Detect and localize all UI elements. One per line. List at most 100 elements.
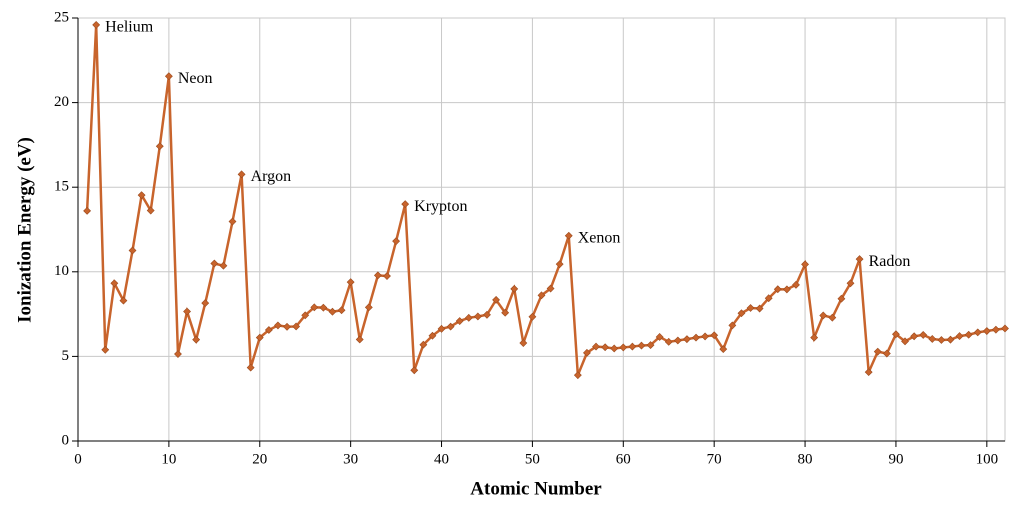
data-point [601, 343, 610, 352]
data-point [83, 206, 92, 215]
x-tick-label: 90 [888, 451, 903, 467]
data-point [592, 342, 600, 351]
data-point [964, 330, 973, 339]
data-line [85, 24, 1006, 376]
y-tick-label: 0 [62, 432, 70, 448]
data-point [383, 272, 391, 280]
data-point [810, 333, 819, 342]
data-point [483, 310, 491, 319]
data-point [292, 322, 301, 331]
data-point [583, 348, 591, 357]
data-point [310, 303, 319, 312]
data-point [255, 333, 264, 342]
data-point [673, 336, 682, 345]
data-point [764, 294, 773, 303]
data-point [564, 231, 573, 240]
data-point [455, 317, 464, 325]
x-tick-label: 10 [161, 451, 176, 467]
data-point [274, 321, 282, 330]
data-point [864, 368, 873, 377]
data-point [146, 206, 155, 215]
data-point [137, 191, 146, 200]
data-point [892, 330, 900, 339]
y-tick-label: 15 [54, 179, 69, 195]
data-point [828, 313, 837, 322]
data-point [164, 72, 173, 81]
y-tick-label: 5 [62, 348, 70, 364]
plot-area [77, 17, 1006, 442]
data-point [855, 255, 864, 264]
data-point [337, 306, 346, 315]
data-point [637, 341, 646, 350]
data-point [319, 303, 328, 312]
data-point [519, 339, 528, 347]
data-point [510, 284, 519, 293]
x-tick-label: 100 [976, 451, 999, 467]
data-point [437, 324, 446, 333]
data-point [392, 237, 401, 246]
data-point [464, 313, 473, 322]
data-point [92, 21, 101, 29]
data-point [110, 279, 119, 288]
x-tick-label: 80 [798, 451, 813, 467]
data-point [237, 170, 246, 179]
data-point [646, 341, 655, 349]
data-point [837, 294, 846, 303]
data-point [246, 363, 255, 372]
data-point [937, 336, 946, 344]
data-point [737, 309, 746, 318]
data-point [701, 332, 710, 341]
data-point [355, 335, 364, 344]
x-tick-label: 40 [434, 451, 449, 467]
annotation: Argon [251, 168, 292, 185]
y-tick-label: 20 [54, 94, 69, 110]
data-point [201, 299, 210, 308]
data-point [655, 333, 664, 341]
data-point [119, 296, 128, 305]
data-point [610, 344, 619, 353]
x-tick-label: 20 [252, 451, 267, 467]
data-point [555, 260, 564, 269]
x-tick-label: 60 [616, 451, 631, 467]
data-point [155, 142, 164, 151]
data-point [419, 340, 428, 349]
y-axis-label: Ionization Energy (eV) [14, 137, 35, 323]
annotation: Neon [178, 70, 213, 87]
data-point [573, 371, 582, 380]
annotation: Radon [869, 253, 911, 270]
data-point [546, 284, 555, 293]
data-point [901, 337, 909, 346]
data-point [428, 331, 437, 340]
data-point [919, 330, 928, 339]
x-tick-label: 70 [707, 451, 722, 467]
data-point [755, 304, 764, 313]
data-point [710, 331, 719, 340]
data-point [174, 350, 182, 358]
data-point [264, 326, 273, 334]
data-point [801, 260, 809, 269]
data-point [664, 337, 673, 346]
data-point [973, 328, 982, 337]
data-point [946, 335, 955, 344]
data-point [873, 347, 882, 356]
data-point [628, 342, 637, 351]
data-point [682, 335, 691, 344]
data-point [746, 304, 755, 312]
data-point [364, 303, 373, 312]
data-point [210, 259, 219, 268]
data-point [982, 327, 991, 335]
data-point [619, 343, 628, 352]
data-point [128, 246, 137, 255]
data-point [928, 335, 937, 343]
x-tick-label: 30 [343, 451, 358, 467]
data-point [183, 307, 191, 316]
data-point [492, 295, 500, 304]
data-point [301, 311, 310, 320]
x-tick-label: 50 [525, 451, 540, 467]
data-point [819, 311, 828, 320]
x-tick-label: 0 [74, 451, 82, 467]
data-point [528, 312, 537, 321]
annotation: Helium [105, 19, 154, 36]
data-point [373, 271, 382, 280]
